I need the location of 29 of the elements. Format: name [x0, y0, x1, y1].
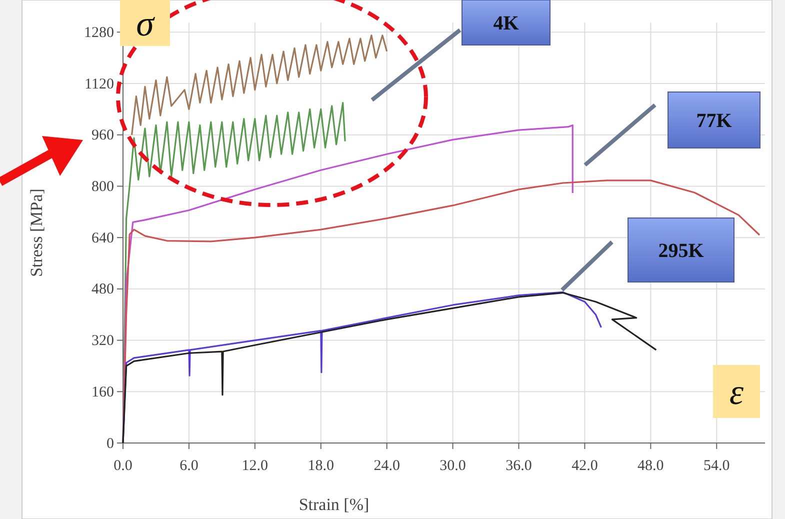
y-axis-title: Stress [MPa]	[27, 188, 46, 277]
x-tick-label: 36.0	[506, 458, 532, 474]
x-tick-label: 18.0	[308, 458, 334, 474]
x-tick-label: 24.0	[374, 458, 400, 474]
x-tick-label: 0.0	[114, 458, 132, 474]
x-tick-label: 48.0	[638, 458, 664, 474]
line-series	[122, 180, 760, 444]
line-series	[130, 34, 388, 136]
annotation: 4K	[493, 12, 520, 34]
x-tick-label: 30.0	[440, 458, 466, 474]
y-tick-label: 800	[92, 179, 114, 196]
annotation: 295K	[658, 240, 704, 262]
y-tick-label: 1120	[84, 76, 114, 92]
annotation: ε	[729, 372, 744, 412]
annotation: 77K	[696, 110, 732, 132]
y-tick-label: 640	[92, 230, 114, 246]
y-tick-label: 1280	[84, 24, 114, 41]
y-tick-label: 0	[106, 436, 114, 452]
x-tick-label: 6.0	[180, 458, 198, 474]
x-tick-label: 42.0	[572, 458, 598, 474]
x-axis-title: Strain [%]	[298, 495, 370, 514]
y-tick-label: 320	[92, 333, 114, 350]
annotation: σ	[136, 4, 156, 44]
line-series	[122, 124, 574, 444]
y-tick-label: 160	[92, 384, 114, 400]
y-tick-label: 960	[92, 128, 114, 144]
x-tick-label: 12.0	[242, 458, 268, 474]
y-tick-label: 480	[92, 282, 114, 298]
x-tick-label: 54.0	[704, 458, 730, 474]
